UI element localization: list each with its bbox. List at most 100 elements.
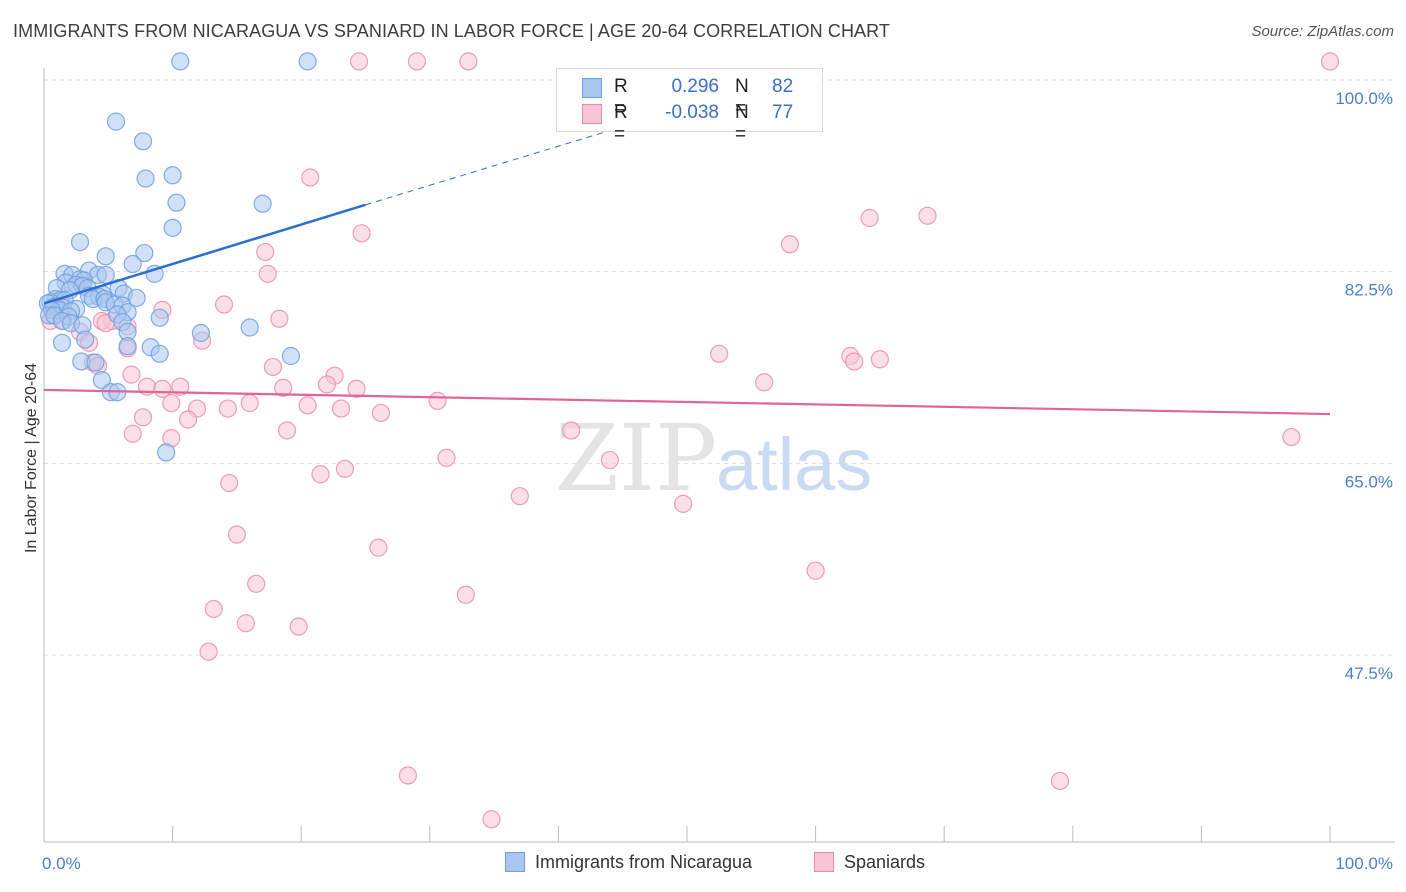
data-point-spaniards <box>1050 771 1070 791</box>
data-point-spaniards <box>256 242 275 262</box>
axes <box>43 68 1395 843</box>
y-tick-label: 100.0% <box>1335 89 1393 108</box>
data-point-spaniards <box>236 614 256 633</box>
data-point-nicaragua <box>157 443 176 462</box>
data-point-nicaragua <box>163 218 182 237</box>
legend-r-value: 0.296 <box>671 76 719 97</box>
data-point-spaniards <box>263 357 283 377</box>
data-point-nicaragua <box>240 318 259 337</box>
x-tick-label: 0.0% <box>42 854 81 873</box>
data-point-spaniards <box>122 365 141 384</box>
data-point-nicaragua <box>171 52 190 71</box>
data-point-nicaragua <box>106 112 126 131</box>
data-point-spaniards <box>258 264 277 283</box>
data-point-spaniards <box>162 393 181 413</box>
data-point-spaniards <box>710 344 729 363</box>
series-nicaragua <box>38 52 317 462</box>
legend-n-value: 77 <box>772 102 794 123</box>
data-point-nicaragua <box>253 194 272 213</box>
bottom-legend-spaniards: Spaniards <box>814 852 925 873</box>
source-label: Source: ZipAtlas.com <box>1251 23 1394 40</box>
data-point-spaniards <box>806 561 825 580</box>
legend-swatch-pink <box>814 852 834 872</box>
data-point-spaniards <box>289 617 308 636</box>
data-point-spaniards <box>371 403 391 423</box>
data-point-spaniards <box>247 574 266 593</box>
data-point-spaniards <box>311 465 330 484</box>
data-point-spaniards <box>780 235 799 254</box>
data-point-nicaragua <box>281 346 301 366</box>
legend-n-label: N = <box>735 102 749 145</box>
data-point-spaniards <box>218 399 237 418</box>
data-point-nicaragua <box>133 132 153 151</box>
data-point-nicaragua <box>96 265 115 285</box>
data-point-nicaragua <box>191 323 210 343</box>
data-point-nicaragua <box>163 166 182 185</box>
data-point-spaniards <box>298 396 317 415</box>
data-point-spaniards <box>277 421 297 440</box>
watermark-zip: ZIP <box>555 405 717 512</box>
trend-lines <box>43 122 1331 416</box>
data-point-spaniards <box>214 295 234 314</box>
data-point-nicaragua <box>92 370 111 390</box>
data-point-spaniards <box>1282 427 1301 447</box>
data-point-nicaragua <box>86 353 105 372</box>
data-point-spaniards <box>178 410 198 429</box>
legend-n-value: 82 <box>772 76 794 97</box>
trend-line-spaniards <box>43 388 1331 416</box>
legend-r-value: -0.038 <box>665 102 719 123</box>
data-point-spaniards <box>347 379 366 398</box>
data-point-spaniards <box>352 224 371 243</box>
legend-label-spaniards: Spaniards <box>844 852 926 872</box>
data-point-spaniards <box>459 52 478 71</box>
data-point-spaniards <box>133 408 153 427</box>
data-point-nicaragua <box>118 337 137 356</box>
data-point-spaniards <box>171 377 190 396</box>
x-tick-label: 100.0% <box>1335 854 1393 873</box>
data-point-nicaragua <box>298 52 317 71</box>
data-point-nicaragua <box>127 288 146 308</box>
data-point-spaniards <box>331 399 351 418</box>
data-point-spaniards <box>482 810 501 829</box>
legend-r-label: R = <box>614 76 628 119</box>
y-tick-label: 47.5% <box>1345 664 1393 683</box>
data-point-nicaragua <box>135 243 154 263</box>
data-point-spaniards <box>407 52 427 71</box>
trend-line-nicaragua-extension <box>365 122 636 206</box>
data-point-spaniards <box>123 424 142 443</box>
data-point-spaniards <box>860 208 879 228</box>
legend-r-label: R = <box>614 102 628 145</box>
gridlines <box>44 79 1395 656</box>
data-point-nicaragua <box>150 308 169 327</box>
data-point-nicaragua <box>52 333 72 352</box>
data-point-spaniards <box>428 391 447 411</box>
legend-n-label: N = <box>735 76 749 119</box>
data-point-spaniards <box>349 52 369 71</box>
data-point-spaniards <box>1320 52 1340 71</box>
y-axis-label: In Labor Force | Age 20-64 <box>23 363 40 553</box>
trend-line-nicaragua <box>43 203 366 305</box>
data-point-nicaragua <box>136 169 155 188</box>
data-point-spaniards <box>204 599 223 619</box>
data-point-spaniards <box>510 487 529 506</box>
legend-label-nicaragua: Immigrants from Nicaragua <box>535 852 753 872</box>
legend-swatch-pink <box>582 104 602 124</box>
data-point-spaniards <box>674 494 693 513</box>
stats-legend: R = 0.296 N = 82 R = -0.038 N = 77 <box>556 68 823 145</box>
data-point-spaniards <box>918 206 937 225</box>
data-point-nicaragua <box>96 247 115 266</box>
data-point-spaniards <box>220 473 239 493</box>
data-point-spaniards <box>600 450 619 470</box>
data-point-spaniards <box>870 350 890 369</box>
data-point-nicaragua <box>150 344 169 363</box>
bottom-legend-nicaragua: Immigrants from Nicaragua <box>505 852 752 873</box>
tick-labels: 100.0% 82.5% 65.0% 47.5% 0.0% 100.0% <box>42 89 1393 873</box>
data-point-nicaragua <box>123 254 142 274</box>
data-point-spaniards <box>369 538 388 557</box>
data-point-spaniards <box>456 585 475 604</box>
data-point-spaniards <box>437 448 456 467</box>
data-point-spaniards <box>240 393 259 413</box>
data-point-spaniards <box>199 642 218 661</box>
data-point-spaniards <box>755 373 774 392</box>
